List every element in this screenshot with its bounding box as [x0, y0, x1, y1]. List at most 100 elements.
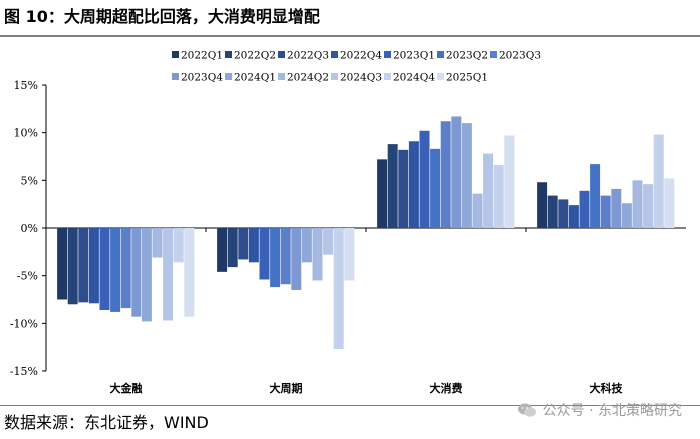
bar-大周期-2022Q3 [238, 228, 249, 260]
bar-大科技-2024Q1 [621, 203, 632, 228]
legend-swatch-2024Q2 [278, 73, 285, 80]
figure-title: 图 10：大周期超配比回落，大消费明显增配 [4, 7, 320, 26]
bar-大周期-2022Q4 [248, 228, 259, 263]
legend-swatch-2024Q1 [225, 73, 232, 80]
legend-label-2022Q1: 2022Q1 [181, 50, 223, 62]
bar-大金融-2022Q1 [57, 228, 68, 300]
bar-大金融-2023Q3 [120, 228, 131, 309]
data-source-note: 数据来源：东北证券，WIND [4, 413, 209, 432]
bar-大金融-2023Q2 [110, 228, 121, 312]
x-category-label: 大金融 [110, 381, 143, 395]
y-tick-label: 15% [14, 79, 38, 92]
legend-label-2022Q4: 2022Q4 [340, 50, 382, 62]
bar-大消费-2024Q2 [472, 193, 483, 228]
bar-大消费-2022Q4 [408, 141, 419, 228]
bottom-divider [0, 405, 700, 406]
bar-大科技-2022Q3 [558, 199, 569, 228]
legend-swatch-2023Q4 [172, 73, 179, 80]
bar-大科技-2024Q2 [632, 180, 643, 228]
bar-大周期-2023Q4 [291, 228, 302, 290]
bar-大消费-2024Q1 [461, 123, 472, 228]
bar-大科技-2024Q4 [653, 134, 664, 228]
bar-大科技-2022Q2 [547, 195, 558, 228]
bar-大金融-2022Q2 [67, 228, 78, 305]
watermark-text: 公众号 · 东北策略研究 [542, 403, 682, 419]
y-tick-label: 5% [21, 174, 38, 187]
legend-label-2024Q3: 2024Q3 [340, 72, 382, 84]
title-divider [0, 35, 700, 37]
x-category-label: 大周期 [270, 381, 303, 395]
bar-大周期-2025Q1 [344, 228, 355, 281]
bar-大周期-2023Q3 [280, 228, 291, 285]
legend-label-2023Q2: 2023Q2 [446, 50, 488, 62]
y-tick-label: -5% [17, 270, 38, 283]
bar-大金融-2022Q3 [78, 228, 89, 303]
bar-大周期-2024Q1 [301, 228, 312, 263]
x-axis-labels: 大金融 大周期 大消费 大科技 [110, 381, 624, 395]
y-tick-label: -15% [10, 365, 38, 378]
bar-大科技-2025Q1 [664, 178, 675, 228]
bar-大科技-2024Q3 [643, 184, 654, 228]
legend-swatch-2024Q4 [384, 73, 391, 80]
y-tick-label: 0% [21, 222, 38, 235]
bar-大消费-2022Q1 [377, 159, 388, 228]
legend-swatch-2023Q2 [437, 51, 444, 58]
bar-大消费-2023Q1 [419, 130, 430, 228]
legend-label-2025Q1: 2025Q1 [446, 72, 488, 84]
bar-大科技-2023Q4 [611, 188, 622, 228]
bar-大金融-2024Q2 [152, 228, 163, 258]
bar-大金融-2023Q1 [99, 228, 110, 310]
bar-大科技-2023Q1 [579, 190, 590, 228]
legend-swatch-2022Q1 [172, 51, 179, 58]
bar-大金融-2022Q4 [88, 228, 99, 304]
bar-大消费-2024Q3 [483, 153, 494, 228]
watermark: 公众号 · 东北策略研究 [517, 400, 682, 420]
wechat-icon [517, 403, 536, 417]
legend-label-2023Q3: 2023Q3 [499, 50, 541, 62]
bar-大金融-2023Q4 [131, 228, 142, 317]
bar-大消费-2025Q1 [504, 135, 515, 228]
legend-label-2024Q4: 2024Q4 [393, 72, 435, 84]
bar-大周期-2023Q2 [270, 228, 281, 288]
x-category-label: 大消费 [430, 381, 463, 395]
bar-大金融-2024Q3 [163, 228, 174, 321]
legend-swatch-2023Q3 [490, 51, 497, 58]
x-category-label: 大科技 [590, 381, 624, 395]
bar-大消费-2024Q4 [493, 165, 504, 228]
bar-chart: 2022Q1 2022Q2 2022Q3 2022Q4 2023Q1 2023Q2 2023… [10, 50, 686, 395]
legend-label-2023Q1: 2023Q1 [393, 50, 435, 62]
legend-swatch-2025Q1 [437, 73, 444, 80]
y-tick-label: -10% [10, 317, 38, 330]
bar-大消费-2023Q2 [430, 148, 441, 228]
chart-legend: 2022Q1 2022Q2 2022Q3 2022Q4 2023Q1 2023Q2 2023… [172, 50, 541, 84]
bar-大消费-2023Q4 [451, 116, 462, 228]
bar-大周期-2024Q4 [333, 228, 344, 350]
bar-大周期-2022Q1 [217, 228, 228, 272]
legend-swatch-2022Q3 [278, 51, 285, 58]
y-tick-label: 10% [14, 127, 38, 140]
bar-大周期-2024Q2 [312, 228, 323, 281]
bar-大科技-2023Q3 [600, 195, 611, 228]
legend-label-2022Q2: 2022Q2 [234, 50, 276, 62]
bar-大周期-2022Q2 [227, 228, 238, 268]
bar-大科技-2022Q1 [537, 182, 548, 228]
bar-大消费-2023Q3 [440, 121, 451, 228]
legend-label-2024Q2: 2024Q2 [287, 72, 329, 84]
bar-series-group [57, 116, 675, 350]
bar-大金融-2025Q1 [184, 228, 195, 317]
legend-swatch-2022Q4 [331, 51, 338, 58]
bar-大金融-2024Q1 [141, 228, 152, 322]
legend-label-2022Q3: 2022Q3 [287, 50, 329, 62]
y-axis: -15% -10% -5% 0% 5% 10% 15% [10, 79, 686, 378]
legend-label-2024Q1: 2024Q1 [234, 72, 276, 84]
legend-swatch-2024Q3 [331, 73, 338, 80]
legend-swatch-2023Q1 [384, 51, 391, 58]
legend-swatch-2022Q2 [225, 51, 232, 58]
bar-大金融-2024Q4 [173, 228, 184, 263]
bar-大周期-2024Q3 [323, 228, 334, 255]
bar-大科技-2023Q2 [590, 164, 601, 228]
bar-大消费-2022Q3 [398, 149, 409, 228]
legend-label-2023Q4: 2023Q4 [181, 72, 223, 84]
bar-大消费-2022Q2 [387, 144, 398, 228]
bar-大科技-2022Q4 [568, 205, 579, 228]
